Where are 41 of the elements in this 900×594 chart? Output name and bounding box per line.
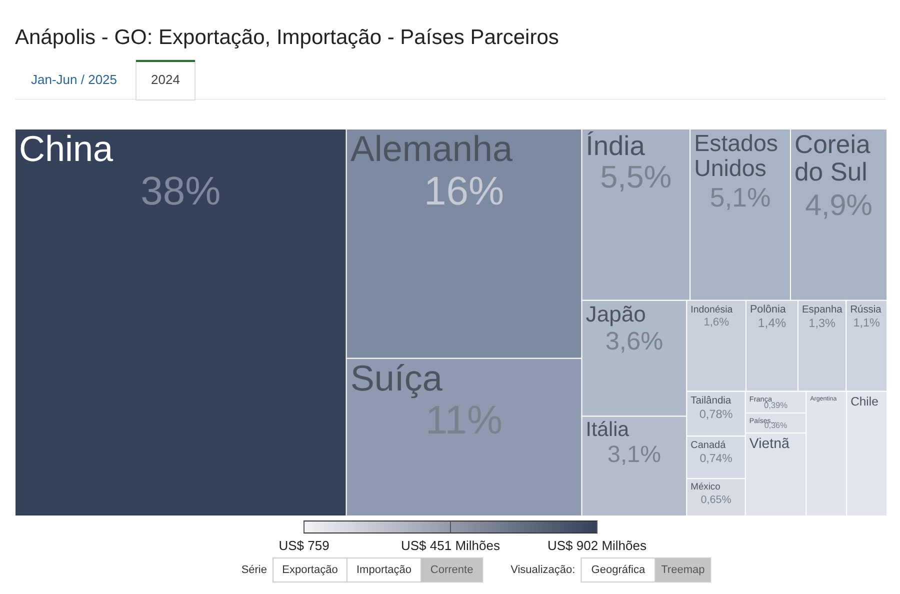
- category-label: México: [690, 482, 720, 492]
- category-label: Rússia: [850, 304, 882, 316]
- data-label: 0,74%: [700, 452, 732, 465]
- category-label: Polônia: [750, 303, 786, 316]
- text: Importação: [356, 564, 412, 576]
- text: Jan-Jun / 2025: [30, 72, 118, 87]
- category-label: Vietnã: [749, 436, 790, 452]
- data-label: 16%: [424, 169, 504, 214]
- category-label: Indonésia: [690, 304, 734, 316]
- category-label: Espanha: [802, 304, 843, 316]
- data-label: 1,1%: [853, 316, 880, 330]
- data-label: 0,65%: [700, 494, 732, 506]
- data-label: 3,1%: [607, 440, 662, 467]
- text: Anápolis - GO: Exportação, Importação - Países Parceiros: [15, 26, 559, 49]
- category-label: Índia: [586, 130, 646, 161]
- text: US$ 902 Milhões: [548, 538, 647, 553]
- data-label: 1,6%: [704, 316, 730, 329]
- category-label: Tailândia: [690, 395, 732, 406]
- text: 2024: [151, 72, 180, 87]
- data-label: 1,3%: [808, 316, 836, 330]
- text: Corrente: [430, 564, 474, 576]
- category-label: Chile: [850, 394, 879, 408]
- category-label: China: [19, 128, 114, 169]
- category-label: Canadá: [690, 440, 726, 452]
- category-label: Itália: [586, 418, 630, 442]
- text: Exportação: [282, 564, 338, 576]
- category-label: Alemanha: [350, 128, 514, 169]
- category-label: Coreia do Sul: [794, 131, 871, 187]
- category-label: Suíça: [350, 357, 444, 398]
- text: US$ 759: [278, 538, 330, 553]
- text: Treemap: [661, 564, 705, 576]
- text: Série: [241, 564, 267, 576]
- category-label: Japão: [586, 301, 646, 326]
- data-label: 38%: [140, 169, 221, 214]
- text: Geográfica: [591, 564, 646, 576]
- data-label: 3,6%: [605, 328, 664, 356]
- text: Visualização:: [510, 564, 576, 576]
- data-label: 1,4%: [758, 316, 786, 330]
- text: US$ 451 Milhões: [401, 538, 500, 553]
- category-label: Estados Unidos: [694, 130, 778, 182]
- data-label: 0,78%: [699, 406, 734, 421]
